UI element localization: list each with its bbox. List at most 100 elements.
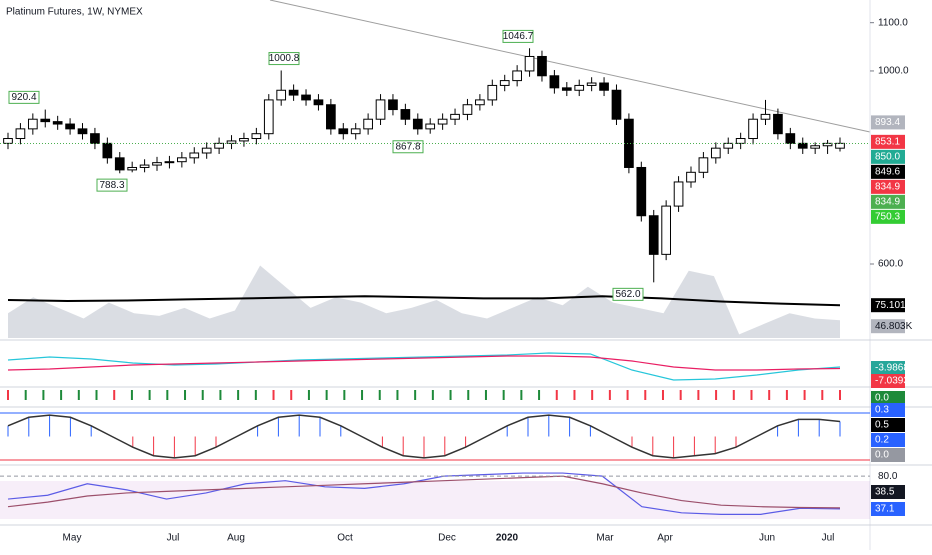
histogram-bar bbox=[467, 390, 470, 400]
candle-body bbox=[537, 55, 547, 77]
histogram-bar bbox=[184, 390, 187, 400]
annotation-label: 1046.7 bbox=[503, 31, 534, 42]
volume-ma-line bbox=[7, 295, 841, 307]
histogram-bar bbox=[166, 390, 169, 400]
price-tag-box bbox=[871, 433, 905, 447]
price-tag-label: -7.0393 bbox=[875, 376, 909, 387]
rsi-band bbox=[0, 481, 870, 519]
candle-body bbox=[723, 142, 734, 149]
candle-body bbox=[810, 145, 821, 149]
price-tag: 37.1 bbox=[871, 502, 905, 516]
annotation-box bbox=[8, 90, 40, 104]
price-tag: -3.9868 bbox=[871, 361, 909, 375]
candle-body bbox=[77, 128, 88, 135]
histogram-bar bbox=[821, 390, 824, 400]
x-tick-label: Dec bbox=[438, 533, 456, 544]
price-tag-label: 834.9 bbox=[875, 181, 900, 192]
histogram-bar bbox=[431, 390, 434, 400]
histogram-bar bbox=[538, 390, 541, 400]
candle-body bbox=[114, 157, 125, 171]
cycle-line bbox=[7, 414, 841, 459]
candle-body bbox=[698, 157, 709, 173]
price-tag: 0.5 bbox=[871, 418, 905, 432]
histogram-bar bbox=[113, 390, 116, 400]
macd-line bbox=[7, 355, 841, 371]
histogram-bar bbox=[378, 390, 381, 400]
candle-body bbox=[263, 99, 274, 135]
histogram-bar bbox=[839, 390, 841, 400]
candle-body bbox=[90, 133, 100, 144]
price-tag-label: 0.5 bbox=[875, 420, 889, 431]
candle-body bbox=[586, 82, 597, 86]
price-tag-box bbox=[871, 502, 905, 516]
histogram-bar bbox=[520, 390, 523, 400]
candle-body bbox=[189, 152, 200, 159]
histogram-bar bbox=[201, 390, 204, 400]
candle-body bbox=[785, 133, 796, 144]
histogram-bar bbox=[679, 390, 682, 400]
candle-body bbox=[40, 118, 51, 123]
macd-line bbox=[7, 352, 841, 381]
price-tag-label: 850.0 bbox=[875, 151, 900, 162]
annotation-label: 1000.8 bbox=[269, 53, 300, 64]
candle-body bbox=[288, 89, 299, 96]
price-tag: 850.0 bbox=[871, 149, 905, 164]
candle-body bbox=[201, 147, 212, 154]
price-tag: 0.2 bbox=[871, 433, 905, 447]
histogram-bar bbox=[361, 390, 364, 400]
histogram-bar bbox=[591, 390, 594, 400]
histogram-bar bbox=[785, 390, 788, 400]
candle-body bbox=[338, 128, 349, 135]
annotation-label: 867.8 bbox=[395, 141, 420, 152]
candle-body bbox=[375, 99, 386, 120]
price-tag: 38.5 bbox=[871, 485, 905, 499]
histogram-bar bbox=[414, 390, 417, 400]
candle-body bbox=[797, 142, 808, 149]
price-tag: 0.0 bbox=[871, 391, 905, 405]
histogram-bar bbox=[42, 390, 45, 400]
candle-body bbox=[301, 94, 311, 101]
candle-body bbox=[686, 171, 696, 183]
candle-body bbox=[127, 166, 138, 171]
price-tag-label: 37.1 bbox=[875, 504, 895, 515]
candle-body bbox=[400, 109, 411, 120]
histogram-bar bbox=[750, 390, 753, 400]
annotation-box bbox=[612, 287, 644, 301]
candle-body bbox=[437, 118, 448, 125]
histogram-bar bbox=[502, 390, 505, 400]
histogram-bar bbox=[130, 390, 133, 400]
candle-body bbox=[462, 104, 473, 115]
candle-body bbox=[313, 99, 324, 106]
candle-body bbox=[524, 55, 535, 72]
price-tag-label: 46.803K bbox=[875, 321, 913, 332]
price-tag-box bbox=[871, 194, 905, 209]
price-tag-box bbox=[871, 298, 905, 313]
histogram-bar bbox=[307, 390, 310, 400]
candle-body bbox=[3, 138, 13, 144]
candle-body bbox=[425, 123, 436, 130]
candle-body bbox=[15, 128, 26, 140]
price-tag-box bbox=[871, 179, 905, 194]
x-tick-label: Jun bbox=[759, 533, 775, 544]
rsi-line bbox=[7, 472, 841, 515]
candle-body bbox=[835, 142, 845, 149]
candle-body bbox=[648, 215, 659, 255]
candle-body bbox=[388, 99, 398, 111]
histogram-bar bbox=[254, 390, 257, 400]
candle-body bbox=[214, 142, 224, 149]
y-tick-label: 1000.0 bbox=[878, 66, 909, 77]
histogram-bar bbox=[7, 390, 9, 400]
price-tag-label: 834.9 bbox=[875, 196, 900, 207]
price-tag: 0.0 bbox=[871, 448, 905, 462]
x-tick-label: Aug bbox=[227, 533, 245, 544]
candle-body bbox=[450, 113, 460, 120]
price-tag-label: 0.2 bbox=[875, 435, 889, 446]
histogram-bar bbox=[803, 390, 806, 400]
candle-body bbox=[52, 121, 63, 125]
candle-body bbox=[65, 123, 75, 130]
histogram-bar bbox=[24, 390, 27, 400]
candle-body bbox=[177, 157, 187, 163]
candle-body bbox=[475, 99, 485, 106]
